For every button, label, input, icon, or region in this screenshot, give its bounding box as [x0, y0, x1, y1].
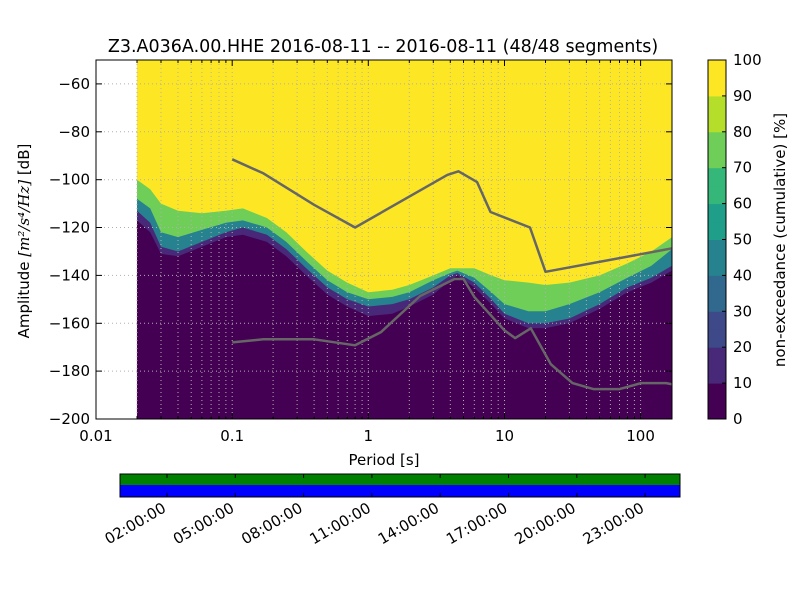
chart-title: Z3.A036A.00.HHE 2016-08-11 -- 2016-08-11…	[108, 37, 658, 57]
y-tick-label: −60	[58, 75, 90, 93]
colorbar-segment	[708, 311, 726, 330]
y-axis-label: Amplitude [m²/s⁴/Hz] [dB]	[15, 144, 33, 339]
timeline-frame	[119, 473, 681, 498]
low-noise-model-curve	[232, 277, 672, 391]
colorbar-tick-label: 40	[733, 266, 752, 284]
plot-frame	[95, 59, 673, 420]
colorbar-segment	[708, 185, 726, 205]
x-tick-label: 1	[364, 427, 374, 445]
heatmap-band-0	[136, 220, 672, 419]
colorbar-gradient	[708, 60, 726, 420]
colorbar-segment	[708, 131, 726, 151]
x-tick-label: 10	[495, 427, 514, 445]
plot-area: 0.01 0.1 1 10 100 −60 −80 −100 −120 −140 −160 −180…	[49, 59, 673, 445]
colorbar-segment	[708, 149, 726, 169]
model-curves	[231, 158, 672, 391]
colorbar-segment	[708, 95, 726, 115]
timeline-data-bar	[120, 485, 680, 497]
colorbar-segment	[708, 221, 726, 240]
colorbar-tick-label: 30	[733, 302, 752, 320]
timeline-tick-label: 20:00:00	[511, 499, 578, 548]
colorbar-tick-label: 70	[733, 159, 752, 177]
high-noise-model-curve	[231, 158, 672, 274]
colorbar-segment	[708, 239, 726, 258]
x-axis: 0.01 0.1 1 10 100	[79, 60, 655, 445]
colorbar-segment	[708, 113, 726, 133]
colorbar-segment	[708, 167, 726, 187]
timeline: 02:00:00 05:00:00 08:00:00 11:00:00 14:00:00…	[102, 473, 681, 548]
x-axis-label: Period [s]	[348, 451, 419, 469]
colorbar-label: non-exceedance (cumulative) [%]	[771, 113, 789, 367]
timeline-tick-label: 23:00:00	[580, 499, 647, 548]
y-tick-label: −160	[49, 314, 90, 332]
timeline-tick-label: 11:00:00	[307, 499, 374, 548]
y-tick-label: −120	[49, 219, 90, 237]
colorbar-tick-label: 10	[733, 374, 752, 392]
y-tick-label: −200	[49, 410, 90, 428]
colorbar-segment	[708, 383, 726, 402]
y-tick-label: −80	[58, 123, 90, 141]
timeline-tick-label: 05:00:00	[170, 499, 237, 548]
y-axis-label-suffix: [dB]	[15, 144, 33, 180]
colorbar: 0 10 20 30 40 50 60 70 80 90 100	[707, 51, 762, 428]
x-tick-label: 0.1	[220, 427, 244, 445]
heatmap	[136, 60, 672, 419]
colorbar-tick-label: 80	[733, 123, 752, 141]
colorbar-segment	[708, 401, 726, 420]
colorbar-tick-label: 90	[733, 87, 752, 105]
colorbar-segment	[708, 77, 726, 97]
timeline-tick-label: 02:00:00	[102, 499, 169, 548]
colorbar-segment	[708, 203, 726, 223]
colorbar-segment	[708, 275, 726, 294]
y-tick-label: −180	[49, 362, 90, 380]
timeline-tick-label: 08:00:00	[238, 499, 305, 548]
x-tick-label: 0.01	[79, 427, 112, 445]
timeline-tick-label: 14:00:00	[375, 499, 442, 548]
colorbar-segment	[708, 293, 726, 312]
colorbar-tick-label: 20	[733, 338, 752, 356]
colorbar-tick-label: 0	[733, 410, 743, 428]
y-tick-label: −100	[49, 171, 90, 189]
colorbar-segment	[708, 257, 726, 276]
timeline-coverage-bar	[120, 474, 680, 485]
colorbar-tick-label: 100	[733, 51, 762, 69]
timeline-tick-label: 17:00:00	[443, 499, 510, 548]
colorbar-segment	[708, 365, 726, 384]
y-axis-label-units: [m²/s⁴/Hz]	[15, 180, 33, 257]
colorbar-ticks: 0 10 20 30 40 50 60 70 80 90 100	[722, 51, 762, 428]
y-axis: −60 −80 −100 −120 −140 −160 −180 −200	[49, 75, 672, 428]
x-tick-label: 100	[626, 427, 655, 445]
colorbar-tick-label: 60	[733, 195, 752, 213]
colorbar-segment	[708, 347, 726, 366]
y-tick-label: −140	[49, 266, 90, 284]
colorbar-tick-label: 50	[733, 231, 752, 249]
colorbar-segment	[708, 329, 726, 348]
colorbar-segment	[708, 60, 726, 79]
y-axis-label-prefix: Amplitude	[15, 257, 33, 339]
y-grid	[96, 83, 672, 420]
